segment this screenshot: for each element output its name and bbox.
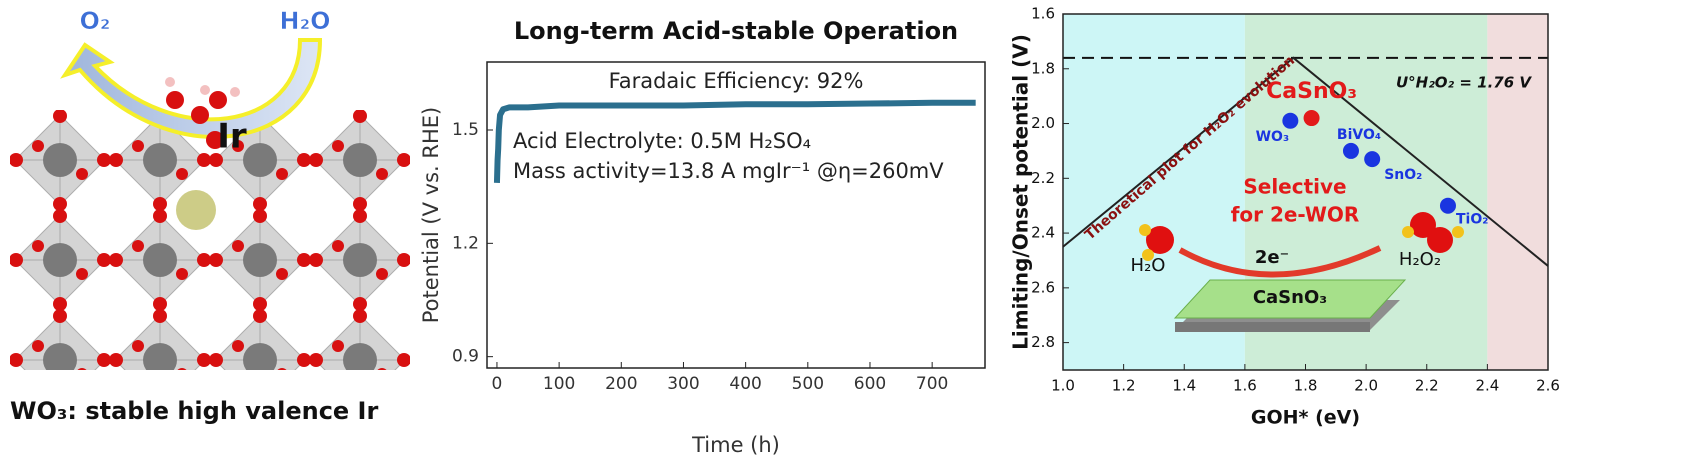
o2-label: O₂ <box>80 7 111 35</box>
x-tick-label: 1.4 <box>1172 377 1196 395</box>
reaction-arrow <box>60 38 323 139</box>
x-tick-label: 0 <box>492 374 503 394</box>
point-label: BiVO₄ <box>1337 127 1381 143</box>
reference-label: U°H₂O₂ = 1.76 V <box>1396 73 1532 91</box>
reaction-scheme <box>1139 212 1464 332</box>
data-point <box>1303 110 1320 127</box>
x-tick-label: 2.0 <box>1354 377 1378 395</box>
annotation: for 2e-WOR <box>1231 203 1360 227</box>
caption: WO₃: stable high valence Ir <box>10 397 378 425</box>
annotation: Acid Electrolyte: 0.5M H₂SO₄ <box>513 129 811 153</box>
point-label: WO₃ <box>1256 129 1289 145</box>
plot-frame <box>486 61 986 369</box>
x-tick-label: 2.2 <box>1415 377 1439 395</box>
y-tick-label: 0.9 <box>452 347 479 367</box>
x-tick-label: 300 <box>667 374 699 394</box>
x-tick-label: 400 <box>729 374 761 394</box>
point-label: TiO₂ <box>1456 212 1488 228</box>
ir-atom <box>176 190 216 230</box>
region <box>1487 14 1548 370</box>
y-tick-label: 1.8 <box>1031 59 1055 77</box>
y-tick-label: 1.5 <box>452 120 479 140</box>
y-tick-label: 1.6 <box>1031 5 1055 23</box>
x-tick-label: 500 <box>792 374 824 394</box>
annotation: H₂O₂ <box>1399 249 1441 270</box>
water-molecule <box>165 77 240 149</box>
x-tick-label: 1.6 <box>1233 377 1257 395</box>
y-tick-label: 2.8 <box>1031 333 1055 351</box>
annotation: Mass activity=13.8 A mgIr⁻¹ @η=260mV <box>513 159 944 183</box>
y-tick-label: 2.0 <box>1031 114 1055 132</box>
y-axis-label: Potential (V vs. RHE) <box>419 107 443 323</box>
annotation: Selective <box>1243 175 1346 199</box>
data-point <box>1364 151 1381 168</box>
x-tick-label: 2.4 <box>1475 377 1499 395</box>
data-point <box>1342 142 1359 159</box>
structure-illustration: O₂ H₂O Ir WO₃: stable high valence Ir <box>10 7 410 425</box>
data-point <box>1282 112 1299 129</box>
annotation: Faradaic Efficiency: 92% <box>609 69 864 93</box>
point-label: SnO₂ <box>1384 167 1422 183</box>
x-axis-label: GOH* (eV) <box>1251 407 1360 429</box>
plot-frame <box>1062 13 1549 371</box>
y-tick-label: 2.6 <box>1031 278 1055 296</box>
annotation: CaSnO₃ <box>1253 287 1327 308</box>
y-axis-label: Limiting/Onset potential (V) <box>1009 34 1033 350</box>
point-label: CaSnO₃ <box>1266 79 1357 104</box>
annotation: 2e⁻ <box>1255 247 1289 268</box>
y-tick-label: 2.2 <box>1031 169 1055 187</box>
data-line <box>493 99 976 183</box>
x-tick-label: 1.0 <box>1051 377 1075 395</box>
x-tick-label: 600 <box>854 374 886 394</box>
theory-line <box>1062 56 1549 267</box>
y-tick-label: 1.2 <box>452 233 479 253</box>
annotation: H₂O <box>1131 255 1166 276</box>
ir-label: Ir <box>217 117 247 157</box>
x-axis-label: Time (h) <box>691 433 780 457</box>
h2o-label: H₂O <box>280 7 331 35</box>
x-tick-label: 100 <box>543 374 575 394</box>
x-tick-label: 2.6 <box>1536 377 1560 395</box>
chart-title: Long-term Acid-stable Operation <box>514 17 958 45</box>
x-tick-label: 1.8 <box>1294 377 1318 395</box>
x-tick-label: 1.2 <box>1112 377 1136 395</box>
lattice <box>10 110 410 370</box>
x-tick-label: 700 <box>916 374 948 394</box>
data-point <box>1439 197 1456 214</box>
y-tick-label: 2.4 <box>1031 224 1055 242</box>
x-tick-label: 200 <box>605 374 637 394</box>
